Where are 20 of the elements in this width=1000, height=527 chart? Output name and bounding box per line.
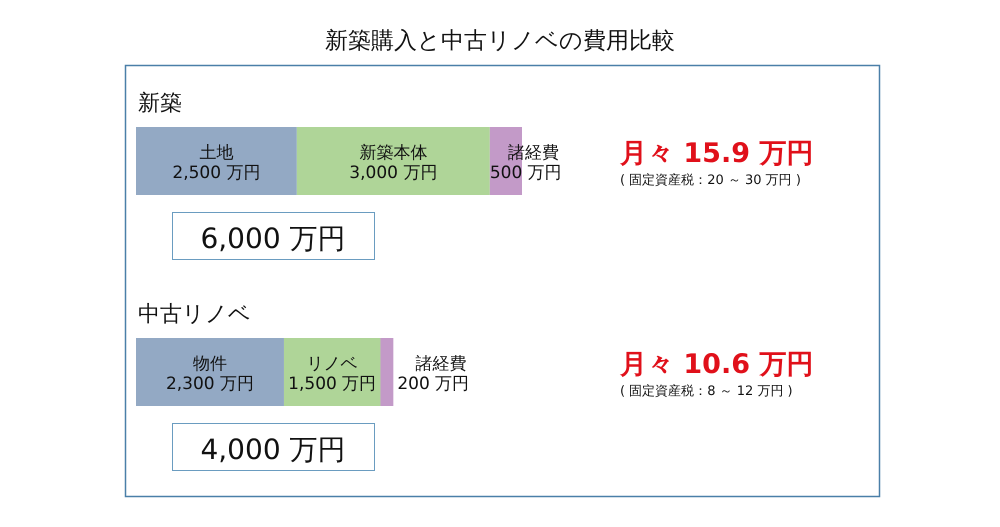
- data-label: 2,300 万円: [166, 374, 254, 394]
- series-label: 物件: [192, 354, 227, 374]
- text: ( 固定資産税：8 ～ 12 万円 ): [620, 383, 793, 399]
- series-label: 新築本体: [359, 143, 428, 163]
- data-label: 2,500 万円: [172, 163, 260, 183]
- text: ( 固定資産税：20 ～ 30 万円 ): [620, 172, 801, 188]
- data-label: 1,500 万円: [288, 374, 376, 394]
- text: 月々 15.9 万円: [619, 138, 814, 169]
- title: 新築購入と中古リノベの費用比較: [325, 28, 675, 54]
- series-label: リノベ: [306, 354, 358, 374]
- data-label: 3,000 万円: [349, 163, 438, 183]
- total-label: 4,000 万円: [200, 433, 346, 466]
- series-label: 諸経費: [415, 354, 466, 374]
- data-label: 500 万円: [490, 163, 562, 183]
- chart-subtitle: 新築: [138, 91, 182, 116]
- text: 月々 10.6 万円: [619, 349, 814, 380]
- chart-subtitle: 中古リノベ: [138, 302, 251, 327]
- total-label: 6,000 万円: [200, 222, 346, 255]
- series-label: 土地: [199, 143, 234, 163]
- data-label: 200 万円: [397, 374, 470, 394]
